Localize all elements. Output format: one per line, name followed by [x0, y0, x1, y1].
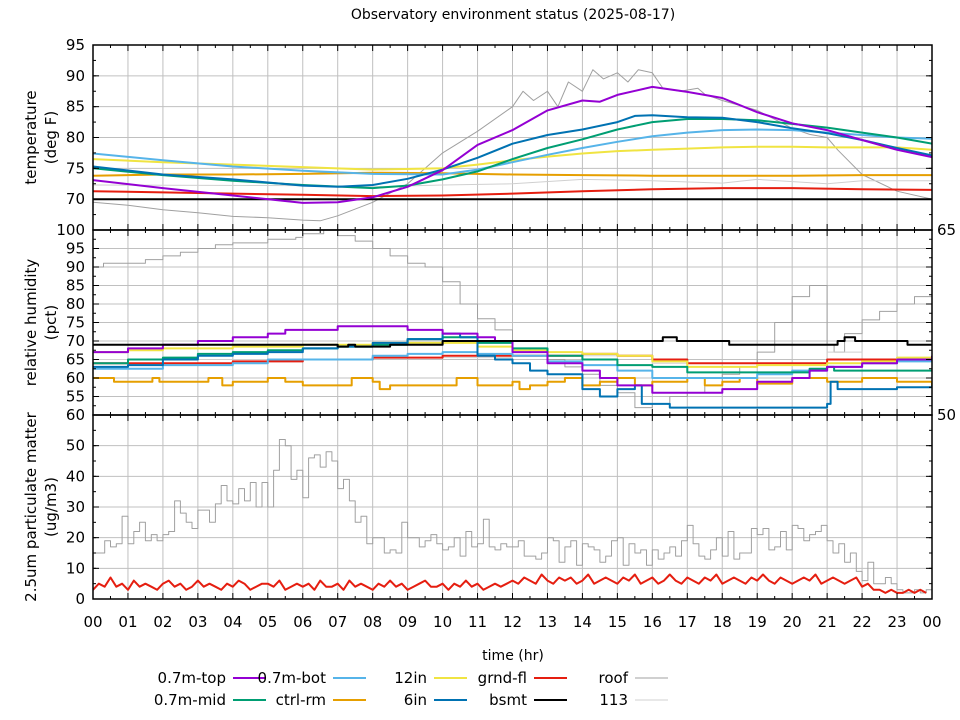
- series-line-temperature-ctrl-rm: [93, 171, 932, 177]
- y-tick-label: 100: [56, 221, 85, 239]
- y-tick-label: 75: [66, 314, 85, 332]
- legend-item-0.7m-mid: 0.7m-mid: [154, 691, 266, 709]
- legend-label: grnd-fl: [478, 669, 527, 687]
- x-tick-label: 01: [118, 613, 137, 631]
- legend-label: 0.7m-bot: [258, 669, 327, 687]
- x-tick-label: 16: [643, 613, 662, 631]
- x-tick-label: 04: [223, 613, 242, 631]
- y-tick-label: 70: [66, 332, 85, 350]
- legend-item-0.7m-top: 0.7m-top: [158, 669, 266, 687]
- legend-item-ctrl-rm: ctrl-rm: [276, 691, 366, 709]
- y-axis-label: (deg F): [42, 111, 60, 164]
- x-tick-label: 20: [783, 613, 802, 631]
- y-tick-label: 10: [66, 559, 85, 577]
- y-axis-label: (pct): [42, 305, 60, 340]
- legend-item-113: 113: [599, 691, 668, 709]
- y-axis-label: relative humidity: [22, 259, 40, 387]
- panel-frame-pm25: [92, 414, 933, 600]
- y-tick-label: 65: [66, 351, 85, 369]
- y-tick-label: 95: [66, 240, 85, 258]
- series-line-humidity-6in: [93, 332, 932, 409]
- y-tick-label: 85: [66, 277, 85, 295]
- y-tick-label: 65: [937, 221, 956, 239]
- y-axis-label: (ug/m3): [42, 477, 60, 537]
- series-line-temperature-0.7m-top: [93, 85, 932, 204]
- y-tick-label: 60: [66, 406, 85, 424]
- series-line-humidity-bsmt: [93, 336, 932, 348]
- y-tick-label: 80: [66, 295, 85, 313]
- y-tick-label: 55: [66, 388, 85, 406]
- legend-label: roof: [599, 669, 629, 687]
- legend-item-roof: roof: [599, 669, 668, 687]
- x-tick-label: 13: [538, 613, 557, 631]
- x-tick-label: 10: [433, 613, 452, 631]
- x-tick-label: 21: [818, 613, 837, 631]
- y-tick-label: 0: [75, 590, 85, 608]
- x-tick-label: 11: [468, 613, 487, 631]
- legend-label: ctrl-rm: [276, 691, 326, 709]
- legend-label: bsmt: [489, 691, 527, 709]
- series-line-temperature-6in: [93, 114, 932, 188]
- series-line-temperature-grnd-fl: [93, 187, 932, 198]
- x-tick-label: 22: [853, 613, 872, 631]
- x-tick-label: 14: [573, 613, 592, 631]
- legend-label: 6in: [404, 691, 427, 709]
- x-tick-label: 00: [922, 613, 941, 631]
- y-tick-label: 20: [66, 529, 85, 547]
- y-tick-label: 80: [66, 129, 85, 147]
- x-tick-label: 17: [678, 613, 697, 631]
- x-tick-label: 08: [363, 613, 382, 631]
- x-tick-label: 03: [188, 613, 207, 631]
- x-axis-label: time (hr): [482, 648, 544, 664]
- legend-item-6in: 6in: [404, 691, 467, 709]
- x-tick-label: 02: [153, 613, 172, 631]
- series-line-humidity-0.7m-top: [93, 325, 932, 394]
- legend-item-bsmt: bsmt: [489, 691, 567, 709]
- grid-lines: [93, 45, 932, 599]
- x-tick-label: 06: [293, 613, 312, 631]
- legend-label: 0.7m-mid: [154, 691, 226, 709]
- y-tick-label: 30: [66, 498, 85, 516]
- y-tick-label: 50: [937, 406, 956, 424]
- series-line-temperature-12in: [93, 145, 932, 171]
- y-axis-label: 2.5um particulate matter: [22, 411, 40, 601]
- y-tick-label: 75: [66, 159, 85, 177]
- legend-item-12in: 12in: [394, 669, 467, 687]
- legend-label: 12in: [394, 669, 427, 687]
- y-axis-label: temperature: [22, 90, 40, 184]
- series-line-humidity-12in: [93, 341, 932, 368]
- y-tick-label: 90: [66, 258, 85, 276]
- series-line-pm25-roof: [93, 439, 932, 594]
- x-tick-label: 09: [398, 613, 417, 631]
- y-tick-label: 70: [66, 190, 85, 208]
- legend-item-0.7m-bot: 0.7m-bot: [258, 669, 366, 687]
- legend-item-grnd-fl: grnd-fl: [478, 669, 567, 687]
- x-tick-label: 07: [328, 613, 347, 631]
- x-tick-label: 05: [258, 613, 277, 631]
- y-tick-label: 50: [66, 437, 85, 455]
- legend-label: 0.7m-top: [158, 669, 226, 687]
- series-layer: [93, 69, 932, 594]
- x-tick-label: 15: [608, 613, 627, 631]
- y-tick-label: 85: [66, 98, 85, 116]
- y-tick-label: 60: [66, 369, 85, 387]
- series-line-pm25-grnd-fl: [93, 573, 927, 594]
- x-tick-label: 00: [83, 613, 102, 631]
- legend-label: 113: [599, 691, 628, 709]
- y-tick-label: 90: [66, 67, 85, 85]
- x-tick-label: 19: [748, 613, 767, 631]
- y-tick-label: 95: [66, 36, 85, 54]
- chart-title: Observatory environment status (2025-08-…: [351, 7, 675, 23]
- legend: 0.7m-top 0.7m-mid 0.7m-bot ctrl-rm 12in 6in gr…: [154, 669, 668, 709]
- y-tick-label: 40: [66, 467, 85, 485]
- x-tick-label: 23: [887, 613, 906, 631]
- x-tick-label: 12: [503, 613, 522, 631]
- x-tick-label: 18: [713, 613, 732, 631]
